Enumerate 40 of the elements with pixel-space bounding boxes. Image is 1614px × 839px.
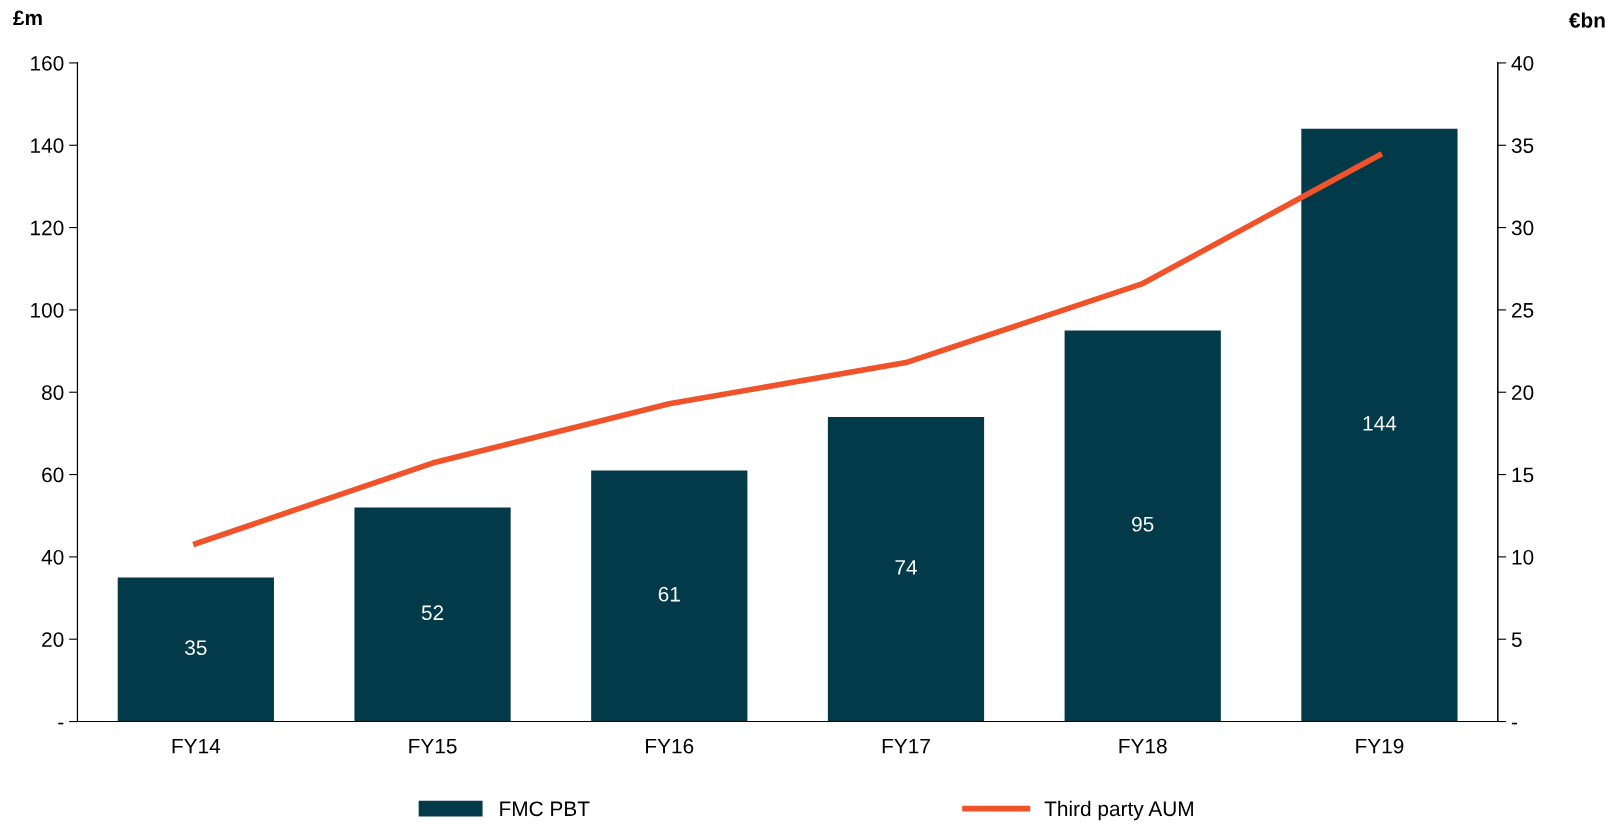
- bar: [827, 416, 985, 722]
- data-label: 61: [658, 586, 680, 602]
- legend-label: Third party AUM: [1044, 800, 1193, 821]
- legend-label: FMC PBT: [500, 801, 590, 817]
- y2-tick-label: 35: [1511, 138, 1534, 154]
- data-label: 74: [895, 560, 917, 575]
- data-label: 95: [1132, 516, 1154, 532]
- x-tick-label: FY15: [409, 738, 457, 754]
- y-tick-label: 60: [42, 467, 64, 483]
- y-tick-label: 160: [31, 55, 64, 71]
- y2-tick-label: -: [1511, 722, 1517, 725]
- y2-tick-label: 10: [1512, 549, 1534, 565]
- y-tick-label: 40: [41, 549, 64, 565]
- y-tick-label: 80: [42, 385, 64, 400]
- y-tick-label: 140: [31, 138, 64, 154]
- bar: [1301, 128, 1458, 722]
- y-axis-title: £m: [13, 10, 42, 26]
- x-tick-label: FY18: [1119, 738, 1167, 754]
- data-label: 52: [421, 605, 444, 621]
- y2-tick-label: 5: [1511, 632, 1522, 647]
- y2-tick-label: 15: [1512, 467, 1534, 483]
- x-tick-label: FY17: [882, 738, 930, 754]
- x-tick-label: FY16: [646, 738, 694, 754]
- x-tick-label: FY14: [172, 738, 221, 754]
- y-tick-label: -: [58, 722, 64, 725]
- y2-tick-label: 20: [1512, 385, 1534, 400]
- y-tick-label: 120: [31, 220, 64, 236]
- data-label: 35: [185, 640, 207, 656]
- bar: [1064, 330, 1221, 722]
- y-tick-label: 20: [42, 632, 64, 647]
- y2-tick-label: 30: [1511, 220, 1534, 236]
- bar: [117, 577, 274, 722]
- y-tick-label: 100: [31, 302, 64, 318]
- y2-tick-label: 40: [1511, 55, 1534, 71]
- data-label: 144: [1363, 416, 1397, 431]
- x-tick-label: FY19: [1356, 738, 1404, 754]
- y2-axis-title: €bn: [1569, 12, 1605, 28]
- y2-tick-label: 25: [1512, 302, 1534, 318]
- bar: [354, 507, 511, 722]
- bar: [591, 470, 748, 722]
